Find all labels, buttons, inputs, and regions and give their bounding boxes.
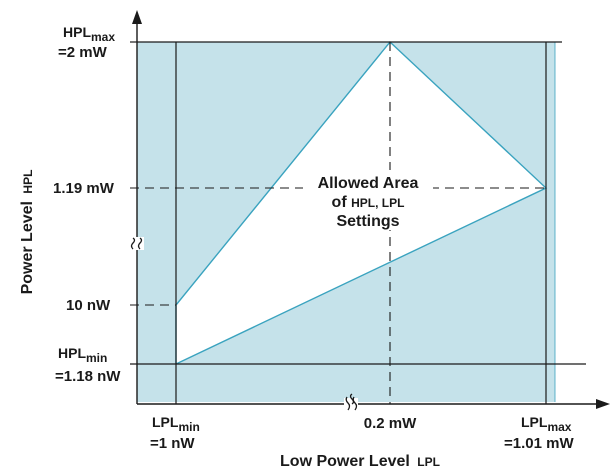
lpl-min-label: LPLmin bbox=[152, 414, 200, 434]
y-axis-title: Power Level HPL bbox=[19, 170, 36, 295]
hpl-max-value: =2 mW bbox=[58, 44, 108, 61]
y-mid-label: 1.19 mW bbox=[53, 180, 115, 197]
hpl-max-label-main: HPL bbox=[63, 24, 91, 40]
allowed-area-line3: Settings bbox=[336, 213, 399, 230]
y-axis-title-main: Power Level bbox=[19, 201, 36, 294]
y-axis-break-icon bbox=[130, 237, 144, 250]
x-axis-break-icon bbox=[344, 393, 358, 411]
lpl-max-value: =1.01 mW bbox=[504, 435, 574, 452]
x-axis-title-main: Low Power Level bbox=[280, 453, 410, 470]
hpl-min-label-main: HPL bbox=[58, 345, 86, 361]
allowed-area-line2-vars: HPL, LPL bbox=[351, 196, 404, 210]
hpl-min-label: HPLmin bbox=[58, 345, 107, 365]
hpl-max-label-sub: max bbox=[91, 30, 115, 44]
x-mid-label: 0.2 mW bbox=[364, 415, 417, 432]
allowed-area-line2: of HPL, LPL bbox=[332, 194, 405, 211]
hpl-max-label: HPLmax bbox=[63, 24, 115, 44]
allowed-area-label: Allowed Area of HPL, LPL Settings bbox=[303, 170, 433, 230]
x-axis-title-sub: LPL bbox=[417, 455, 440, 469]
hpl-min-value: =1.18 nW bbox=[55, 368, 121, 385]
y-axis-title-sub: HPL bbox=[21, 170, 35, 194]
lpl-max-label: LPLmax bbox=[521, 414, 572, 434]
y-axis-arrow-icon bbox=[132, 10, 142, 24]
x-axis-title: Low Power Level LPL bbox=[280, 453, 440, 470]
lpl-min-value: =1 nW bbox=[150, 435, 195, 452]
hpl-min-label-sub: min bbox=[86, 351, 107, 365]
allowed-area-line1: Allowed Area bbox=[318, 175, 419, 192]
lpl-max-label-main: LPL bbox=[521, 414, 548, 430]
allowed-area-label-bg bbox=[303, 170, 433, 230]
lpl-min-label-sub: min bbox=[178, 420, 199, 434]
lpl-min-label-main: LPL bbox=[152, 414, 179, 430]
x-axis-arrow-icon bbox=[596, 399, 610, 409]
allowed-area-line2-prefix: of bbox=[332, 194, 348, 211]
y-low-label: 10 nW bbox=[66, 297, 111, 314]
lpl-max-label-sub: max bbox=[547, 420, 571, 434]
